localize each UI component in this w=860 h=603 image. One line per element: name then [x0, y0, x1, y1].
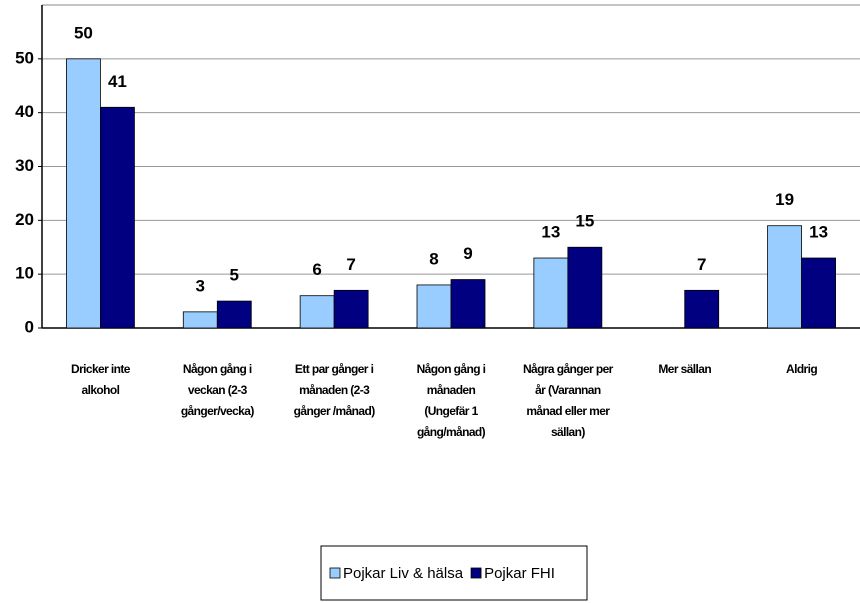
y-tick-label: 40: [15, 102, 34, 121]
x-tick-label-line: år (Varannan: [535, 383, 601, 397]
value-label: 19: [775, 190, 794, 209]
value-label: 8: [429, 249, 438, 268]
legend-label: Pojkar FHI: [484, 565, 555, 582]
x-tick-label-line: gång/månad): [417, 425, 486, 439]
legend: Pojkar Liv & hälsa Pojkar FHI: [320, 545, 588, 601]
bar: [216, 300, 252, 329]
bar: [66, 58, 101, 329]
x-tick-label: Någon gång i veckan (2-3 gånger/vecka): [181, 362, 255, 418]
x-tick-label: Ett par gånger i månaden (2-3 gånger /måna…: [294, 362, 376, 418]
x-tick-label-line: månad eller mer: [526, 404, 610, 418]
x-tick-label-line: veckan (2-3: [188, 383, 248, 397]
y-tick-label: 10: [15, 264, 34, 283]
legend-swatch: [329, 567, 341, 579]
bar: [333, 289, 369, 329]
x-tick-label-line: Några gånger per: [523, 362, 614, 376]
x-tick-label-line: Någon gång i: [183, 362, 252, 376]
x-tick-label-line: månaden (2-3: [299, 383, 370, 397]
y-tick-label: 0: [25, 317, 34, 336]
x-tick-label-line: (Ungefär 1: [424, 404, 478, 418]
value-label: 7: [697, 255, 706, 274]
value-label: 9: [463, 244, 472, 263]
x-tick-label-line: sällan): [551, 425, 585, 439]
value-label: 41: [108, 72, 127, 91]
bar: [182, 311, 218, 329]
bar: [416, 284, 452, 329]
value-label: 13: [541, 223, 560, 242]
x-tick-label-line: Aldrig: [786, 362, 817, 376]
x-tick-label: Dricker inte alkohol: [71, 362, 131, 397]
value-label: 13: [809, 223, 828, 242]
value-label: 15: [575, 212, 594, 231]
x-tick-label: Mer sällan: [658, 362, 711, 376]
bar: [533, 257, 569, 329]
bar: [684, 289, 720, 329]
x-tick-label-line: Dricker inte: [71, 362, 131, 376]
x-tick-label-line: alkohol: [82, 383, 120, 397]
x-tick-label-line: månaden: [427, 383, 476, 397]
y-tick-label: 30: [15, 156, 34, 175]
x-tick-label-line: gånger/vecka): [181, 404, 255, 418]
x-tick-label-line: Någon gång i: [417, 362, 486, 376]
bar: [567, 246, 603, 329]
value-label: 7: [346, 255, 355, 274]
value-label: 6: [312, 260, 321, 279]
x-tick-label: Några gånger per år (Varannan månad eller …: [523, 362, 614, 439]
legend-swatch: [470, 567, 482, 579]
x-tick-label-line: gånger /månad): [294, 404, 376, 418]
legend-frame: [320, 545, 588, 601]
bar: [450, 279, 486, 329]
bar: [299, 295, 335, 329]
bar: [100, 106, 135, 329]
y-tick-label: 50: [15, 48, 34, 67]
x-tick-label: Aldrig: [786, 362, 817, 376]
bar: [801, 257, 836, 329]
legend-label: Pojkar Liv & hälsa: [343, 565, 464, 582]
value-label: 5: [230, 266, 239, 285]
x-tick-label: Någon gång i månaden (Ungefär 1 gång/månad): [417, 362, 486, 439]
value-label: 50: [74, 23, 93, 42]
bar: [767, 225, 802, 329]
x-tick-label-line: Ett par gånger i: [295, 362, 374, 376]
value-label: 3: [196, 276, 205, 295]
y-tick-label: 20: [15, 210, 34, 229]
x-tick-label-line: Mer sällan: [658, 362, 711, 376]
